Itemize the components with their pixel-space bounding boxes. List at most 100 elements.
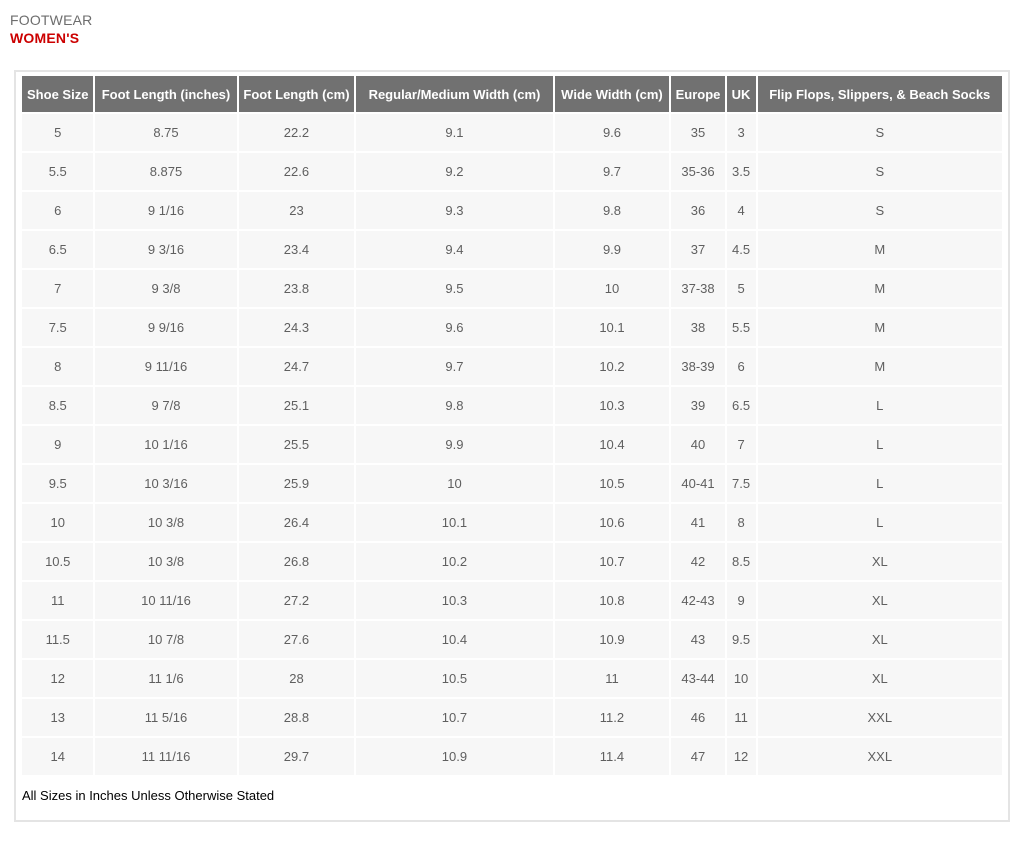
page-title: WOMEN'S: [10, 29, 80, 46]
cell: 12: [22, 660, 94, 697]
cell: 10: [356, 465, 553, 502]
cell: 10: [554, 270, 670, 307]
cell: M: [757, 348, 1002, 385]
cell: 26.8: [238, 543, 355, 580]
cell: 10.5: [554, 465, 670, 502]
table-row: 10.5 10 3/8 26.8 10.2 10.7 42 8.5 XL: [22, 543, 1002, 580]
cell: 10.2: [356, 543, 553, 580]
table-body: 5 8.75 22.2 9.1 9.6 35 3 S 5.5 8.875 22.6 9.2 9.7 35-…: [22, 114, 1002, 775]
cell: 9 7/8: [95, 387, 237, 424]
cell: 9.9: [554, 231, 670, 268]
cell: 4.5: [726, 231, 756, 268]
cell: 8: [22, 348, 94, 385]
cell: L: [757, 504, 1002, 541]
cell: L: [757, 387, 1002, 424]
cell: 42-43: [671, 582, 725, 619]
cell: 10.3: [356, 582, 553, 619]
cell: 10.5: [22, 543, 94, 580]
cell: 10.2: [554, 348, 670, 385]
cell: 25.1: [238, 387, 355, 424]
cell: 9.8: [554, 192, 670, 229]
cell: 10.4: [356, 621, 553, 658]
cell: M: [757, 309, 1002, 346]
cell: 8.75: [95, 114, 237, 151]
column-header: Regular/Medium Width (cm): [356, 76, 553, 112]
cell: 11 5/16: [95, 699, 237, 736]
cell: 9 9/16: [95, 309, 237, 346]
cell: XL: [757, 582, 1002, 619]
cell: 27.6: [238, 621, 355, 658]
cell: 4: [726, 192, 756, 229]
table-row: 9.5 10 3/16 25.9 10 10.5 40-41 7.5 L: [22, 465, 1002, 502]
cell: 39: [671, 387, 725, 424]
table-row: 14 11 11/16 29.7 10.9 11.4 47 12 XXL: [22, 738, 1002, 775]
cell: 10 3/8: [95, 543, 237, 580]
cell: 43: [671, 621, 725, 658]
cell: 6.5: [22, 231, 94, 268]
cell: 10.6: [554, 504, 670, 541]
cell: 9.6: [554, 114, 670, 151]
cell: 9.9: [356, 426, 553, 463]
cell: 9.5: [356, 270, 553, 307]
cell: 10 11/16: [95, 582, 237, 619]
cell: 7.5: [22, 309, 94, 346]
cell: 3: [726, 114, 756, 151]
cell: 37: [671, 231, 725, 268]
cell: 11 11/16: [95, 738, 237, 775]
cell: 42: [671, 543, 725, 580]
cell: XXL: [757, 699, 1002, 736]
cell: 10.1: [554, 309, 670, 346]
cell: 38-39: [671, 348, 725, 385]
cell: M: [757, 270, 1002, 307]
sizes-footnote: All Sizes in Inches Unless Otherwise Sta…: [22, 788, 275, 803]
table-row: 11 10 11/16 27.2 10.3 10.8 42-43 9 XL: [22, 582, 1002, 619]
cell: 10: [726, 660, 756, 697]
column-header: Flip Flops, Slippers, & Beach Socks: [757, 76, 1002, 112]
cell: 28.8: [238, 699, 355, 736]
cell: 9 3/8: [95, 270, 237, 307]
table-row: 13 11 5/16 28.8 10.7 11.2 46 11 XXL: [22, 699, 1002, 736]
cell: 10.4: [554, 426, 670, 463]
cell: 8.5: [22, 387, 94, 424]
cell: 10.9: [356, 738, 553, 775]
cell: XL: [757, 543, 1002, 580]
cell: 7: [22, 270, 94, 307]
cell: 11 1/6: [95, 660, 237, 697]
cell: 40-41: [671, 465, 725, 502]
table-row: 9 10 1/16 25.5 9.9 10.4 40 7 L: [22, 426, 1002, 463]
cell: 9: [726, 582, 756, 619]
table-row: 7.5 9 9/16 24.3 9.6 10.1 38 5.5 M: [22, 309, 1002, 346]
cell: 36: [671, 192, 725, 229]
cell: 23.8: [238, 270, 355, 307]
column-header: Europe: [671, 76, 725, 112]
cell: 9.7: [356, 348, 553, 385]
cell: 9.7: [554, 153, 670, 190]
cell: 8.875: [95, 153, 237, 190]
cell: 9 1/16: [95, 192, 237, 229]
cell: 10 1/16: [95, 426, 237, 463]
table-row: 5.5 8.875 22.6 9.2 9.7 35-36 3.5 S: [22, 153, 1002, 190]
cell: 8: [726, 504, 756, 541]
cell: S: [757, 114, 1002, 151]
cell: 22.2: [238, 114, 355, 151]
cell: 9.1: [356, 114, 553, 151]
cell: 10.9: [554, 621, 670, 658]
cell: 10.7: [356, 699, 553, 736]
table-row: 6.5 9 3/16 23.4 9.4 9.9 37 4.5 M: [22, 231, 1002, 268]
cell: 10.5: [356, 660, 553, 697]
table-row: 12 11 1/6 28 10.5 11 43-44 10 XL: [22, 660, 1002, 697]
column-header: Foot Length (cm): [238, 76, 355, 112]
table-row: 5 8.75 22.2 9.1 9.6 35 3 S: [22, 114, 1002, 151]
cell: 46: [671, 699, 725, 736]
cell: 11: [22, 582, 94, 619]
cell: 10 3/16: [95, 465, 237, 502]
header-row: Shoe Size Foot Length (inches) Foot Length…: [22, 76, 1002, 112]
cell: 9.8: [356, 387, 553, 424]
table-header: Shoe Size Foot Length (inches) Foot Length…: [22, 76, 1002, 112]
cell: S: [757, 153, 1002, 190]
cell: 9: [22, 426, 94, 463]
cell: XL: [757, 621, 1002, 658]
